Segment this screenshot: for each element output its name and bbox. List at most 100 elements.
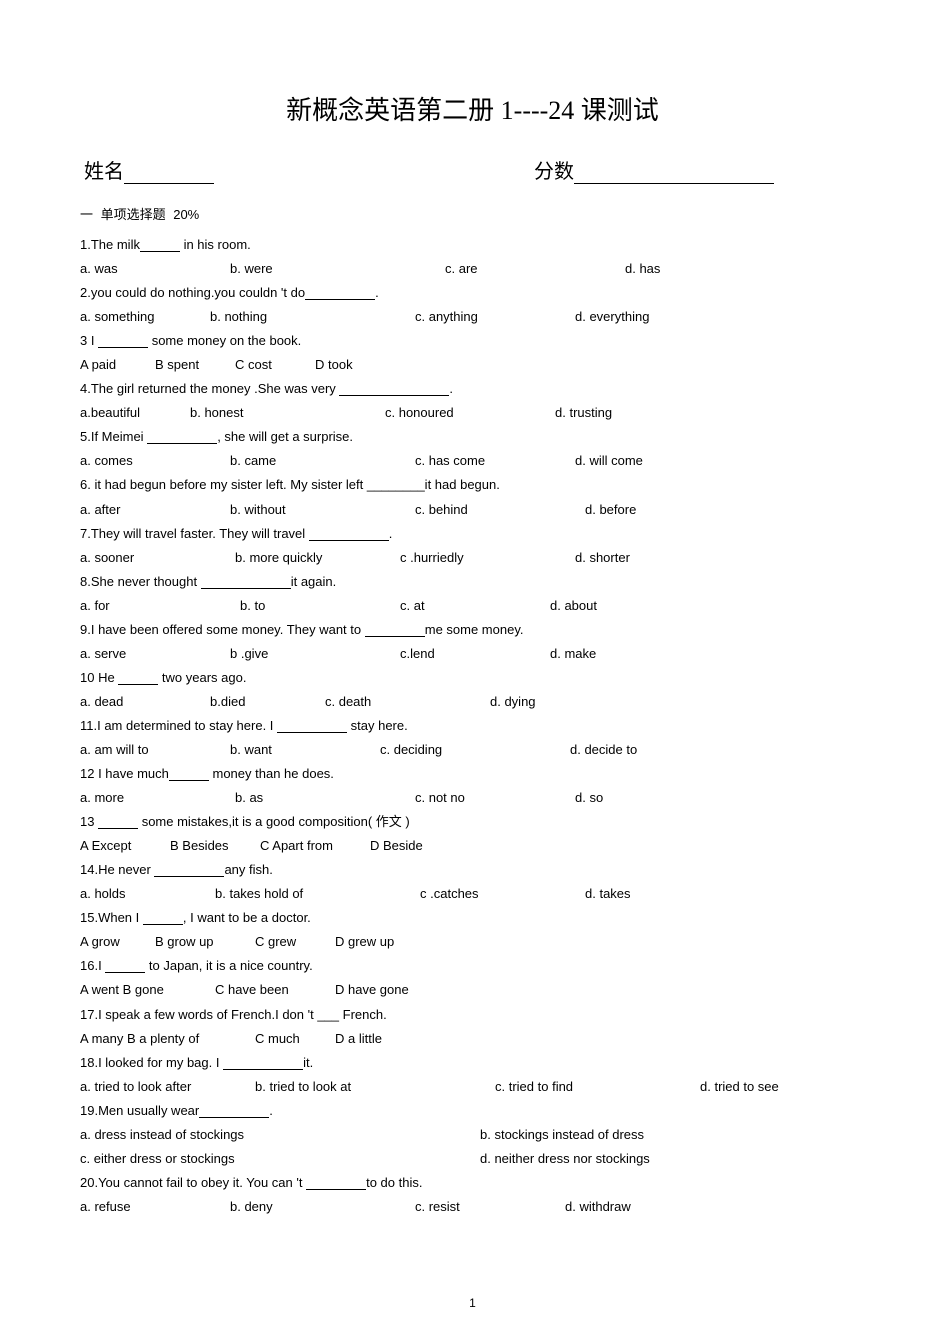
stem-prefix: 14.He never [80,862,154,877]
stem-suffix: some money on the book. [148,333,301,348]
stem-prefix: 20.You cannot fail to obey it. You can '… [80,1175,306,1190]
option: a. something [80,305,210,329]
blank [98,335,148,348]
option: d. takes [585,882,631,906]
stem-prefix: 18.I looked for my bag. I [80,1055,223,1070]
option: d. make [550,642,596,666]
option: C have been [215,978,335,1002]
option: d. before [585,498,636,522]
option: d. will come [575,449,643,473]
options-row: a. comesb. camec. has comed. will come [80,449,865,473]
option: A many B a plenty of [80,1027,255,1051]
question-stem: 5.If Meimei , she will get a surprise. [80,425,865,449]
options-row: A many B a plenty ofC muchD a little [80,1027,865,1051]
option: B grow up [155,930,255,954]
stem-prefix: 2.you could do nothing.you couldn 't do [80,285,305,300]
stem-prefix: 11.I am determined to stay here. I [80,718,277,733]
stem-suffix: . [269,1103,273,1118]
blank [201,576,291,589]
blank [143,912,183,925]
option: c .hurriedly [400,546,575,570]
option: b. deny [230,1195,415,1219]
option: b. as [235,786,415,810]
section-heading: 一 单项选择题 20% [80,204,865,223]
option: c. tried to find [495,1075,700,1099]
option: a. after [80,498,230,522]
options-row: a. am will tob. wantc. decidingd. decide… [80,738,865,762]
options-row: a. moreb. asc. not nod. so [80,786,865,810]
option: d. trusting [555,401,612,425]
stem-suffix: it again. [291,574,337,589]
option: C cost [235,353,315,377]
stem-prefix: 5.If Meimei [80,429,147,444]
blank [199,1105,269,1118]
option: c.lend [400,642,550,666]
option: b. without [230,498,415,522]
options-row: a. forb. toc. atd. about [80,594,865,618]
option: b. came [230,449,415,473]
options-row: a. deadb.diedc. deathd. dying [80,690,865,714]
option: d. everything [575,305,649,329]
options-row: A went B goneC have beenD have gone [80,978,865,1002]
question-stem: 20.You cannot fail to obey it. You can '… [80,1171,865,1195]
option: b. honest [190,401,385,425]
stem-prefix: 9.I have been offered some money. They w… [80,622,365,637]
option: d. tried to see [700,1075,779,1099]
option: A went B gone [80,978,215,1002]
stem-prefix: 8.She never thought [80,574,201,589]
name-blank [124,183,214,184]
blank [223,1057,303,1070]
score-field: 分数 [534,155,774,184]
options-row: a. dress instead of stockingsb. stocking… [80,1123,865,1147]
option: A paid [80,353,155,377]
options-row: A ExceptB BesidesC Apart fromD Beside [80,834,865,858]
stem-suffix: it. [303,1055,313,1070]
option: a. tried to look after [80,1075,255,1099]
page-title: 新概念英语第二册 1----24 课测试 [80,90,865,127]
option: C grew [255,930,335,954]
option: a. dead [80,690,210,714]
option: a. holds [80,882,215,906]
blank [118,672,158,685]
stem-suffix: two years ago. [158,670,246,685]
question-stem: 4.The girl returned the money .She was v… [80,377,865,401]
question-stem: 7.They will travel faster. They will tra… [80,522,865,546]
stem-suffix: . [389,526,393,541]
option: b. takes hold of [215,882,420,906]
stem-suffix: to do this. [366,1175,422,1190]
option: c. are [445,257,625,281]
blank [154,864,224,877]
stem-suffix: stay here. [347,718,408,733]
option: a. refuse [80,1195,230,1219]
stem-prefix: 7.They will travel faster. They will tra… [80,526,309,541]
stem-prefix: 16.I [80,958,105,973]
options-row: a. refuseb. denyc. resistd. withdraw [80,1195,865,1219]
question-stem: 3 I some money on the book. [80,329,865,353]
blank [277,720,347,733]
options-row: a. tried to look afterb. tried to look a… [80,1075,865,1099]
option: b. to [240,594,400,618]
option: a. am will to [80,738,230,762]
blank [309,528,389,541]
option: D took [315,353,353,377]
question-stem: 13 some mistakes,it is a good compositio… [80,810,865,834]
options-row: A growB grow upC grewD grew up [80,930,865,954]
blank [306,1177,366,1190]
blank [339,383,449,396]
blank [105,960,145,973]
question-stem: 14.He never any fish. [80,858,865,882]
options-row: a. somethingb. nothingc. anythingd. ever… [80,305,865,329]
question-stem: 15.When I , I want to be a doctor. [80,906,865,930]
page-number: 1 [469,1296,476,1310]
question-stem: 8.She never thought it again. [80,570,865,594]
stem-prefix: 15.When I [80,910,143,925]
option: d. so [575,786,603,810]
option: a. dress instead of stockings [80,1123,480,1147]
option: B spent [155,353,235,377]
stem-prefix: 19.Men usually wear [80,1103,199,1118]
stem-prefix: 1.The milk [80,237,140,252]
option: b. more quickly [235,546,400,570]
options-row: A paidB spentC costD took [80,353,865,377]
options-row: a. wasb. werec. ared. has [80,257,865,281]
stem-prefix: 10 He [80,670,118,685]
